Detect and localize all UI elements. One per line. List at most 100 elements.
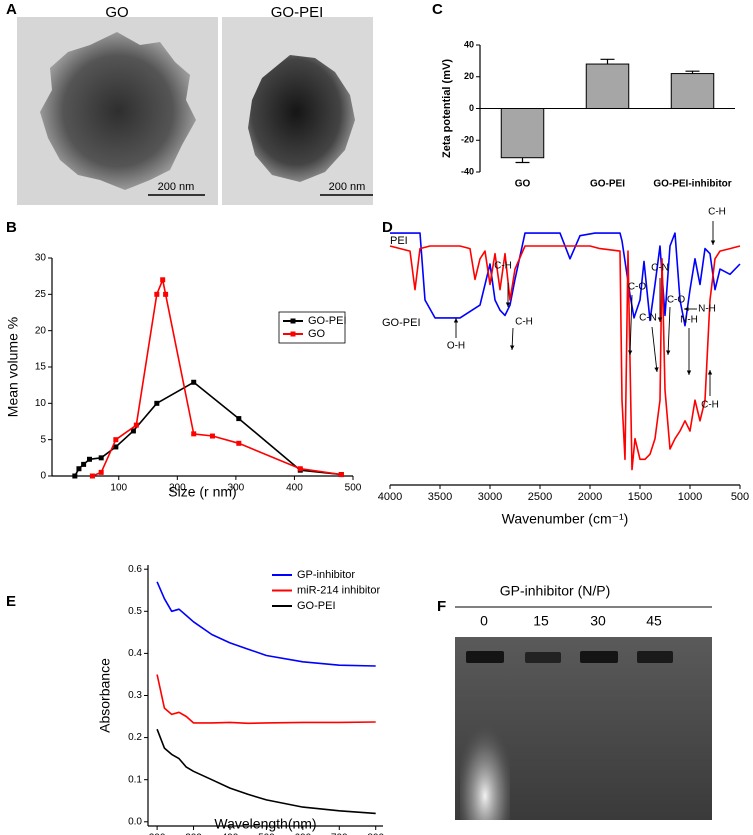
x-tick-label: 500 bbox=[258, 833, 275, 835]
y-tick-label: 30 bbox=[35, 253, 47, 264]
marker bbox=[89, 473, 95, 479]
marker bbox=[236, 440, 242, 446]
marker bbox=[76, 466, 82, 472]
x-tick-label: 2500 bbox=[528, 491, 552, 503]
error-bar bbox=[600, 58, 615, 65]
panel-label: E bbox=[6, 593, 16, 610]
marker bbox=[154, 291, 160, 297]
marker bbox=[72, 473, 78, 479]
arrow-head bbox=[710, 240, 716, 245]
y-tick-label: 15 bbox=[35, 362, 47, 373]
x-tick-label: 600 bbox=[295, 833, 312, 835]
arrow-head bbox=[707, 370, 713, 375]
gel-well bbox=[580, 651, 618, 663]
annotation: N-H bbox=[698, 304, 716, 315]
marker bbox=[133, 422, 139, 428]
x-tick-label: GO bbox=[515, 179, 531, 190]
marker bbox=[130, 428, 136, 434]
arrow-head bbox=[510, 345, 515, 350]
arrow-head bbox=[654, 367, 659, 372]
bar bbox=[585, 63, 630, 110]
bar bbox=[670, 73, 715, 109]
annotation: C-H bbox=[701, 400, 719, 411]
series-line bbox=[156, 674, 376, 725]
annotation: N-H bbox=[680, 315, 698, 326]
legend-marker bbox=[290, 331, 296, 337]
annotation: C-N bbox=[639, 313, 657, 324]
go-sheet bbox=[40, 32, 196, 190]
arrow-head bbox=[627, 350, 633, 355]
error-bar bbox=[685, 70, 700, 74]
gel-well bbox=[637, 651, 673, 663]
marker bbox=[209, 433, 215, 439]
x-tick-label: 3500 bbox=[428, 491, 452, 503]
panel-label: D bbox=[382, 219, 393, 236]
marker bbox=[160, 277, 166, 283]
arrow-head bbox=[453, 318, 459, 323]
arrow-head bbox=[505, 302, 511, 307]
annotation: C-H bbox=[708, 207, 726, 218]
micrograph-title: GO bbox=[105, 4, 128, 21]
annotation-arrow bbox=[651, 326, 658, 373]
x-axis-label: Wavelength(nm) bbox=[214, 816, 316, 832]
lane-label: 15 bbox=[533, 613, 549, 629]
x-tick-label: GO-PEI-inhibitor bbox=[653, 179, 731, 190]
legend-label: miR-214 inhibitor bbox=[297, 584, 380, 596]
arrow-head bbox=[684, 306, 689, 312]
x-tick-label: 3000 bbox=[478, 491, 502, 503]
series-line bbox=[390, 232, 741, 327]
series-line bbox=[389, 245, 741, 471]
lane-label: 0 bbox=[480, 613, 488, 629]
y-tick-label: 0.3 bbox=[128, 690, 142, 701]
marker bbox=[113, 444, 119, 450]
annotation: C-O bbox=[628, 282, 647, 293]
annotation-arrow bbox=[667, 306, 671, 356]
y-axis-label: Mean volume % bbox=[5, 317, 21, 417]
annotation: C-H bbox=[515, 317, 533, 328]
x-tick-label: 4000 bbox=[378, 491, 402, 503]
y-tick-label: 20 bbox=[35, 325, 47, 336]
marker bbox=[86, 456, 92, 462]
y-tick-label: 20 bbox=[464, 71, 474, 81]
arrow-head bbox=[686, 370, 692, 375]
x-axis-label: Size (r nm) bbox=[168, 484, 236, 500]
annotation: C-H bbox=[494, 261, 512, 272]
marker bbox=[98, 469, 104, 475]
marker bbox=[81, 461, 87, 467]
y-tick-label: 0.2 bbox=[128, 732, 142, 743]
x-tick-label: GO-PEI bbox=[590, 179, 625, 190]
legend-marker bbox=[290, 318, 296, 324]
go-pei-sheet bbox=[248, 55, 355, 182]
scale-label: 200 nm bbox=[329, 181, 366, 193]
y-tick-label: 0.1 bbox=[128, 774, 142, 785]
annotation: C-O bbox=[667, 295, 686, 306]
annotation: O-H bbox=[447, 341, 465, 352]
annotation-arrow bbox=[629, 294, 633, 356]
error-bar bbox=[515, 157, 530, 164]
x-tick-label: 100 bbox=[110, 483, 127, 494]
series-line bbox=[92, 279, 342, 477]
panel-label: A bbox=[6, 1, 17, 18]
gel-title: GP-inhibitor (N/P) bbox=[500, 583, 610, 599]
x-tick-label: 400 bbox=[222, 833, 239, 835]
y-axis-label: Zeta potential (mV) bbox=[441, 59, 453, 158]
y-tick-label: 10 bbox=[35, 398, 47, 409]
marker bbox=[154, 400, 160, 406]
x-tick-label: 300 bbox=[185, 833, 202, 835]
scale-label: 200 nm bbox=[158, 181, 195, 193]
legend-frame bbox=[278, 311, 346, 344]
y-tick-label: 25 bbox=[35, 289, 47, 300]
y-tick-label: 0.6 bbox=[128, 564, 142, 575]
series-line bbox=[156, 728, 376, 815]
y-tick-label: 5 bbox=[40, 434, 46, 445]
y-tick-label: 0 bbox=[40, 471, 46, 482]
series-label: PEI bbox=[390, 235, 408, 247]
x-axis-label: Wavenumber (cm⁻¹) bbox=[502, 511, 629, 527]
y-axis-label: Absorbance bbox=[97, 658, 113, 733]
series-line bbox=[74, 381, 342, 477]
gel-well bbox=[466, 651, 504, 663]
marker bbox=[191, 379, 197, 385]
marker bbox=[297, 466, 303, 472]
marker bbox=[163, 291, 169, 297]
marker bbox=[191, 431, 197, 437]
